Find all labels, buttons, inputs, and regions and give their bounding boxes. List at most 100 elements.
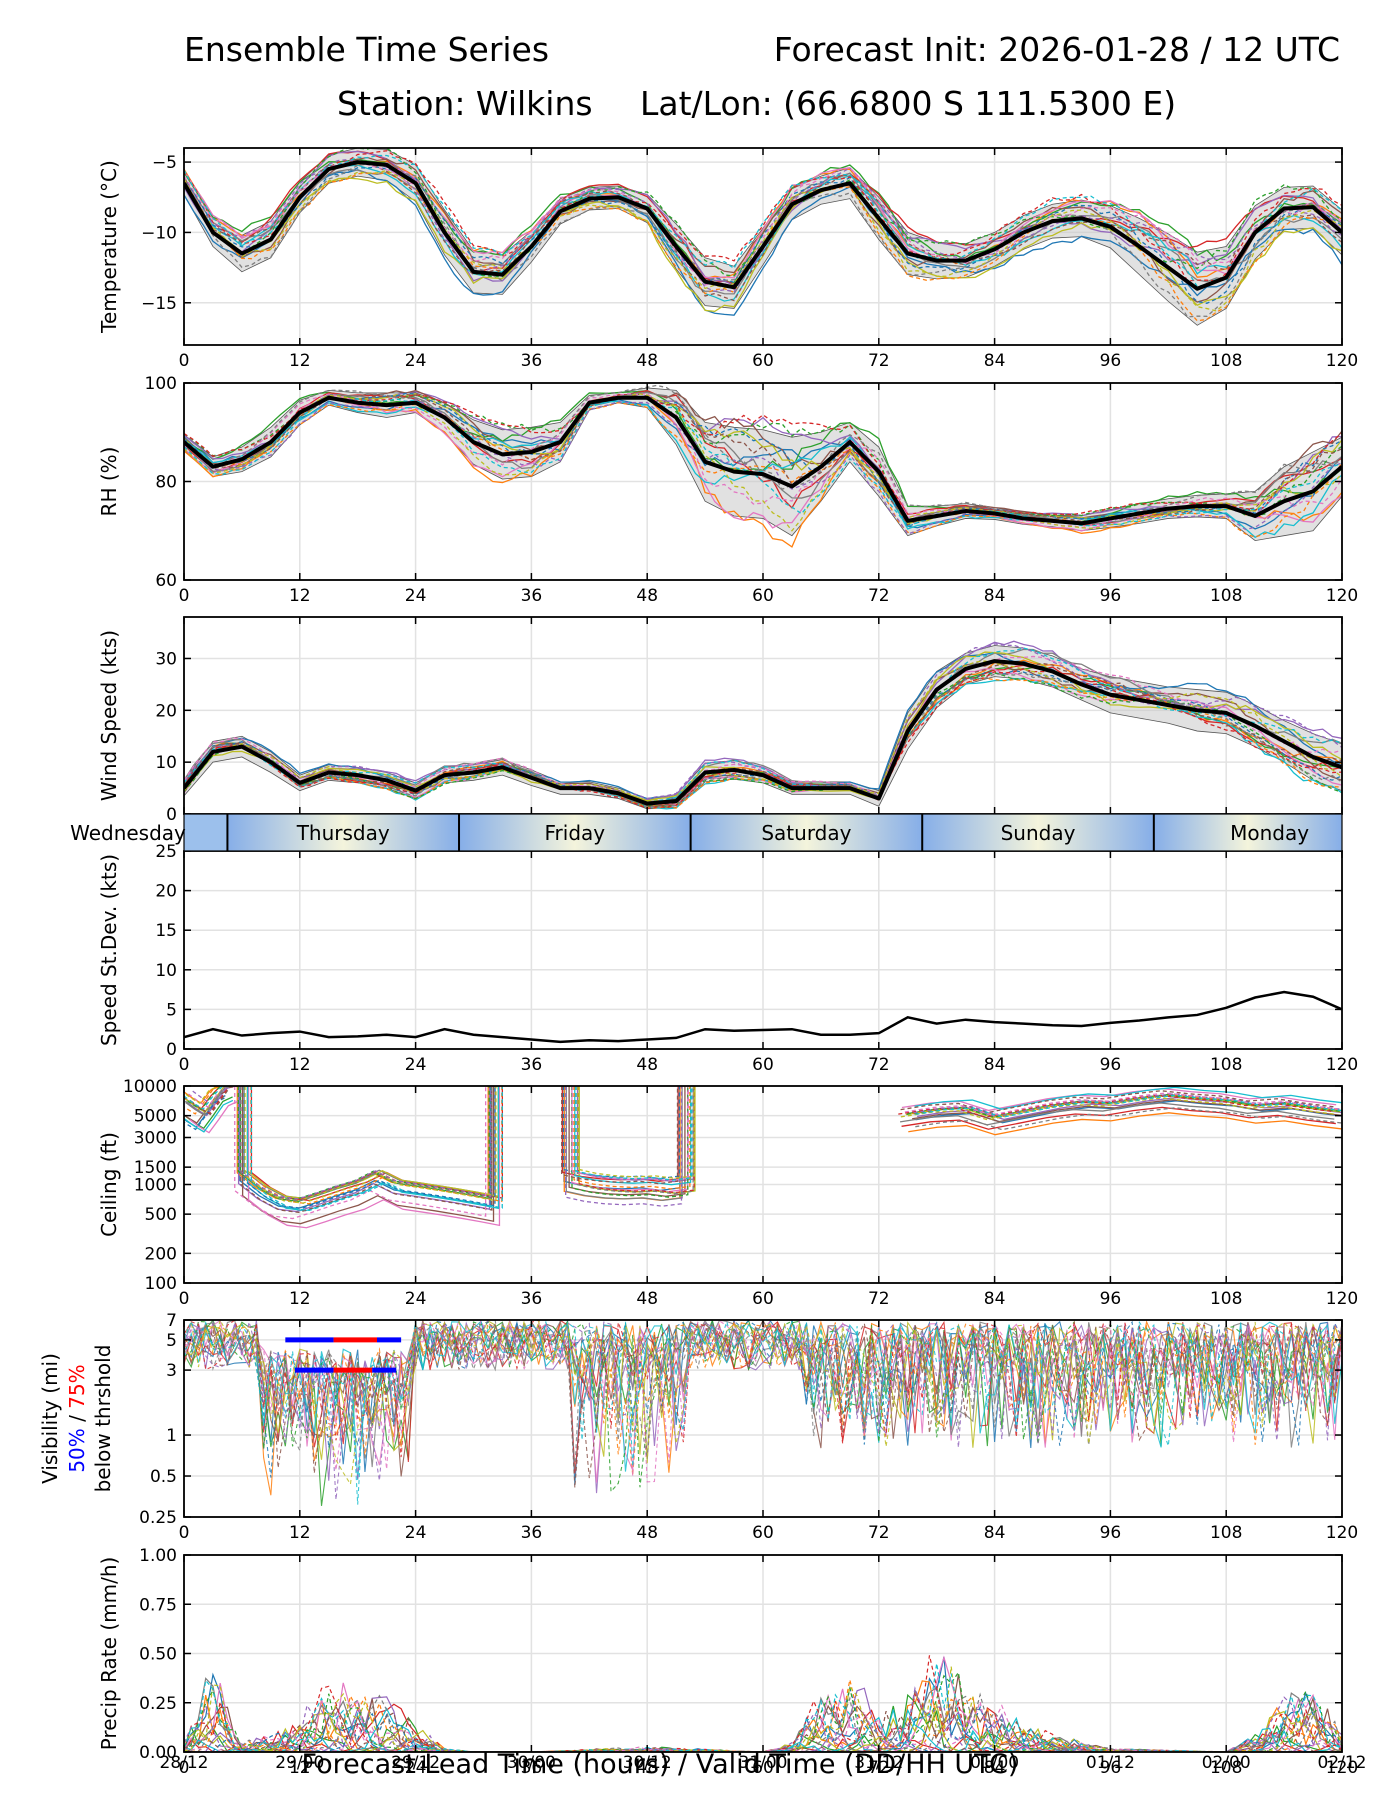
ceiling-member-line bbox=[184, 1086, 233, 1110]
x-tick-label: 84 bbox=[984, 1289, 1006, 1309]
y-tick-label: 0 bbox=[166, 805, 177, 825]
station-name: Station: Wilkins bbox=[337, 84, 593, 123]
x-tick-label: 108 bbox=[1210, 351, 1242, 371]
ensemble-member-line bbox=[184, 392, 1342, 532]
valid-time-labels: 28/12 29/00 29/12 30/00 30/12 31/00 31/12 01/00… bbox=[160, 1753, 1367, 1773]
ensemble-member-line bbox=[184, 643, 1342, 800]
visibility-member-line bbox=[184, 1320, 1342, 1505]
x-tick-label: 24 bbox=[405, 586, 427, 606]
x-tick-label: 24 bbox=[405, 1055, 427, 1075]
x-tick-label: 84 bbox=[984, 1758, 1006, 1778]
x-tick-label: 0 bbox=[179, 586, 190, 606]
y-tick-label: 10000 bbox=[123, 1077, 177, 1097]
chart-title: Ensemble Time Series bbox=[184, 30, 550, 69]
x-tick-label: 120 bbox=[1326, 1055, 1358, 1075]
x-tick-label: 120 bbox=[1326, 1523, 1358, 1543]
x-tick-label: 24 bbox=[405, 351, 427, 371]
valid-time-label: 02/12 bbox=[1318, 1753, 1367, 1773]
valid-time-label: 31/00 bbox=[739, 1753, 788, 1773]
y-tick-label: 20 bbox=[155, 882, 177, 902]
forecast-init: Forecast Init: 2026-01-28 / 12 UTC bbox=[773, 30, 1340, 69]
x-tick-label: 60 bbox=[752, 351, 774, 371]
x-tick-label: 0 bbox=[179, 1758, 190, 1778]
y-tick-label: 1 bbox=[166, 1426, 177, 1446]
station-latlon: Lat/Lon: (66.6800 S 111.5300 E) bbox=[640, 84, 1177, 123]
valid-time-label: 30/12 bbox=[623, 1753, 672, 1773]
x-tick-label: 120 bbox=[1326, 351, 1358, 371]
ensemble-member-line bbox=[184, 160, 1342, 291]
x-tick-label: 60 bbox=[752, 1055, 774, 1075]
spread-band bbox=[184, 387, 1342, 542]
ceiling-member-line bbox=[577, 1086, 695, 1194]
ensemble-member-line bbox=[184, 647, 1342, 804]
y-tick-label: 0.50 bbox=[139, 1645, 177, 1665]
day-segment bbox=[922, 814, 1154, 851]
plot-area-rh bbox=[184, 384, 1342, 548]
ceiling-member-line bbox=[243, 1086, 496, 1209]
x-tick-label: 0 bbox=[179, 351, 190, 371]
ensemble-member-line bbox=[184, 671, 1342, 808]
y-tick-label: −5 bbox=[152, 153, 177, 173]
y-tick-label: 0.25 bbox=[139, 1508, 177, 1528]
visibility-member-line bbox=[184, 1320, 1342, 1478]
ceiling-member-line bbox=[565, 1086, 683, 1202]
panel-rh: 60 80 100 0 12 24 36 48 60 72 84 96 108 120 RH (%) bbox=[97, 374, 1358, 606]
y-tick-label: 30 bbox=[155, 649, 177, 669]
y-tick-label: 0.25 bbox=[139, 1694, 177, 1714]
valid-time-label: 01/00 bbox=[970, 1753, 1019, 1773]
visibility-member-line bbox=[184, 1320, 1342, 1493]
ceiling-member-line bbox=[913, 1093, 1342, 1117]
ensemble-member-line bbox=[184, 163, 1342, 302]
valid-time-label: 29/00 bbox=[275, 1753, 324, 1773]
ceiling-member-line bbox=[577, 1086, 695, 1179]
ensemble-member-line bbox=[184, 396, 1342, 527]
ensemble-member-line bbox=[184, 154, 1342, 288]
ensemble-member-line bbox=[184, 166, 1342, 304]
ensemble-member-line bbox=[184, 394, 1342, 521]
day-band: Wednesday Thursday Friday Saturday Sunday Mon… bbox=[70, 813, 1343, 852]
ensemble-member-line bbox=[184, 392, 1342, 528]
x-tick-label: 96 bbox=[1100, 1758, 1122, 1778]
y-tick-label: 5 bbox=[166, 1331, 177, 1351]
x-tick-label: 108 bbox=[1210, 586, 1242, 606]
x-tick-label: 72 bbox=[868, 351, 890, 371]
x-tick-label: 36 bbox=[521, 1758, 543, 1778]
ensemble-member-line bbox=[184, 393, 1342, 526]
ceiling-member-line bbox=[912, 1099, 1342, 1123]
x-tick-label: 36 bbox=[521, 586, 543, 606]
x-tick-label: 72 bbox=[868, 1289, 890, 1309]
x-tick-label: 36 bbox=[521, 1523, 543, 1543]
plot-area-sdev bbox=[184, 990, 1342, 1044]
precip-member-line bbox=[184, 1670, 1342, 1752]
ensemble-member-line bbox=[184, 662, 1342, 807]
x-tick-label: 36 bbox=[521, 1055, 543, 1075]
y-tick-label: 3000 bbox=[134, 1129, 177, 1149]
x-tick-label: 0 bbox=[179, 1055, 190, 1075]
ensemble-member-line bbox=[184, 169, 1342, 316]
y-tick-label: −10 bbox=[141, 223, 177, 243]
x-tick-label: 72 bbox=[868, 1523, 890, 1543]
ceiling-member-line bbox=[571, 1086, 689, 1198]
y-axis-label: Precip Rate (mm/h) bbox=[97, 1557, 121, 1751]
x-tick-label: 72 bbox=[868, 1758, 890, 1778]
plot-area-vis bbox=[184, 1320, 1342, 1506]
panel-sdev: 0 5 10 15 20 25 0 12 24 36 48 60 72 84 96 108 120 Speed S… bbox=[97, 842, 1358, 1075]
ceiling-member-line bbox=[563, 1086, 681, 1191]
ceiling-member-line bbox=[239, 1086, 492, 1200]
y-tick-label: 200 bbox=[145, 1244, 177, 1264]
y-axis-label: Ceiling (ft) bbox=[97, 1132, 121, 1237]
x-tick-label: 0 bbox=[179, 1289, 190, 1309]
y-tick-label: 0.00 bbox=[139, 1743, 177, 1763]
x-tick-label: 108 bbox=[1210, 1758, 1242, 1778]
ceiling-member-line bbox=[915, 1107, 1342, 1131]
ceiling-member-line bbox=[189, 1100, 239, 1134]
day-segment bbox=[227, 814, 460, 851]
ceiling-member-line bbox=[561, 1086, 679, 1185]
ceiling-member-line bbox=[574, 1086, 692, 1186]
x-axis-label: Forecast Lead Time (hours) / Valid Time … bbox=[302, 1749, 1019, 1780]
plot-area-temp bbox=[184, 148, 1342, 326]
panel-wind: 0 10 20 30 Wind Speed (kts) bbox=[97, 616, 1343, 825]
day-segment bbox=[459, 814, 691, 851]
y-tick-label: 1000 bbox=[134, 1176, 177, 1196]
